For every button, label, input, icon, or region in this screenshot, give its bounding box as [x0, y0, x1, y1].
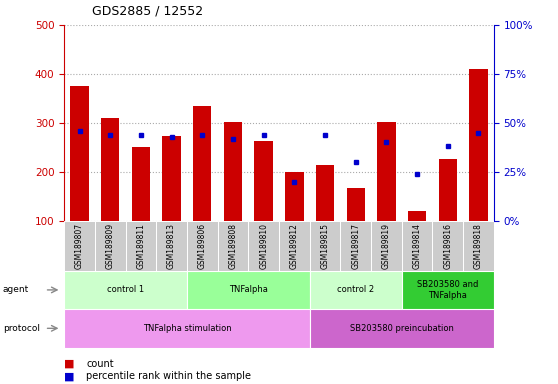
- Text: agent: agent: [3, 285, 29, 295]
- Bar: [64, 271, 187, 309]
- Bar: [402, 271, 494, 309]
- Text: GSM189812: GSM189812: [290, 223, 299, 269]
- Text: GSM189817: GSM189817: [351, 223, 360, 269]
- Bar: [156, 221, 187, 271]
- Text: GSM189814: GSM189814: [412, 223, 422, 269]
- Bar: [463, 221, 494, 271]
- Bar: [310, 271, 402, 309]
- Bar: [469, 69, 488, 221]
- Bar: [377, 122, 396, 221]
- Bar: [95, 221, 126, 271]
- Bar: [254, 141, 273, 221]
- Bar: [285, 172, 304, 221]
- Bar: [432, 221, 463, 271]
- Bar: [310, 221, 340, 271]
- Bar: [439, 159, 457, 221]
- Bar: [408, 211, 426, 221]
- Bar: [218, 221, 248, 271]
- Text: control 1: control 1: [107, 285, 144, 295]
- Text: percentile rank within the sample: percentile rank within the sample: [86, 371, 252, 381]
- Bar: [101, 118, 119, 221]
- Text: GSM189807: GSM189807: [75, 223, 84, 270]
- Bar: [187, 271, 310, 309]
- Text: GDS2885 / 12552: GDS2885 / 12552: [92, 4, 203, 17]
- Bar: [162, 136, 181, 221]
- Text: GSM189811: GSM189811: [136, 223, 146, 269]
- Text: GSM189806: GSM189806: [198, 223, 207, 270]
- Text: GSM189815: GSM189815: [320, 223, 330, 269]
- Bar: [193, 106, 211, 221]
- Bar: [70, 86, 89, 221]
- Bar: [402, 221, 432, 271]
- Text: protocol: protocol: [3, 324, 40, 333]
- Text: GSM189816: GSM189816: [443, 223, 453, 269]
- Text: TNFalpha stimulation: TNFalpha stimulation: [143, 324, 231, 333]
- Bar: [224, 122, 242, 221]
- Text: control 2: control 2: [337, 285, 374, 295]
- Bar: [310, 309, 494, 348]
- Bar: [132, 147, 150, 221]
- Bar: [248, 221, 279, 271]
- Bar: [64, 221, 95, 271]
- Text: GSM189809: GSM189809: [105, 223, 115, 270]
- Text: ■: ■: [64, 359, 78, 369]
- Bar: [316, 166, 334, 221]
- Bar: [347, 187, 365, 221]
- Text: TNFalpha: TNFalpha: [229, 285, 268, 295]
- Bar: [64, 309, 310, 348]
- Text: SB203580 preincubation: SB203580 preincubation: [350, 324, 454, 333]
- Bar: [279, 221, 310, 271]
- Text: ■: ■: [64, 371, 78, 381]
- Bar: [187, 221, 218, 271]
- Text: SB203580 and
TNFalpha: SB203580 and TNFalpha: [417, 280, 478, 300]
- Text: GSM189818: GSM189818: [474, 223, 483, 269]
- Bar: [126, 221, 156, 271]
- Text: GSM189808: GSM189808: [228, 223, 238, 269]
- Bar: [371, 221, 402, 271]
- Bar: [340, 221, 371, 271]
- Text: GSM189810: GSM189810: [259, 223, 268, 269]
- Text: count: count: [86, 359, 114, 369]
- Text: GSM189819: GSM189819: [382, 223, 391, 269]
- Text: GSM189813: GSM189813: [167, 223, 176, 269]
